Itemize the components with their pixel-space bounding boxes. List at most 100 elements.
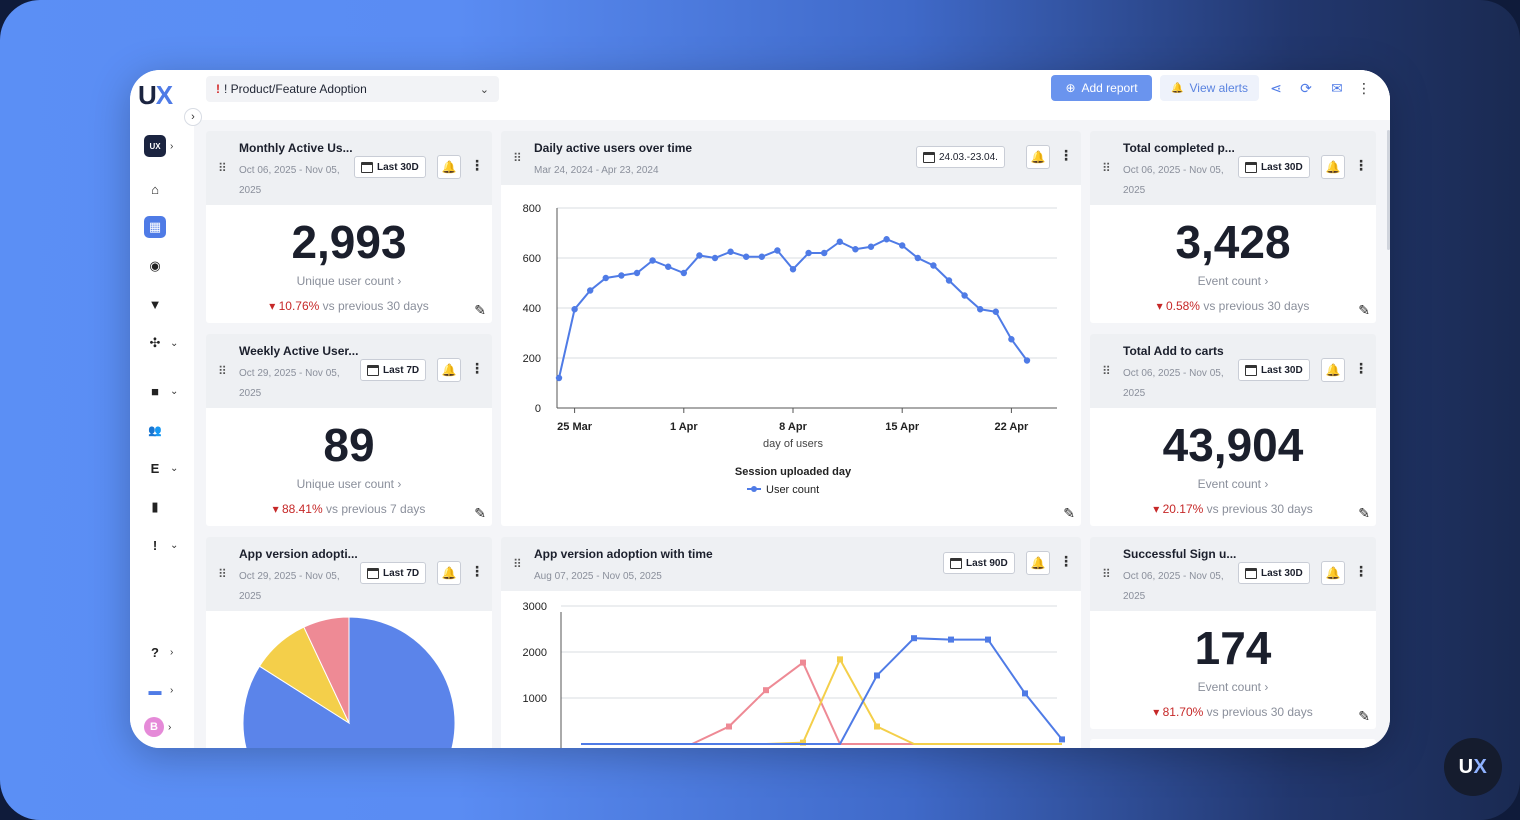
data-point <box>649 257 656 264</box>
sidebar-item-users[interactable]: 👥 <box>138 416 186 444</box>
drag-handle-icon[interactable]: ⠿ <box>218 364 227 378</box>
app-window: UX › UX › ⌂ ▦ ◉ ▼ ✣ ⌄ ■ <box>130 70 1390 748</box>
sidebar-item-events[interactable]: E ⌄ <box>138 454 186 482</box>
share-icon[interactable]: ⋖ <box>1270 79 1282 96</box>
sidebar-item-analytics[interactable]: ✣ ⌄ <box>138 329 186 357</box>
refresh-icon[interactable]: ⟳ <box>1300 79 1312 96</box>
metric-label[interactable]: Event count › <box>1197 680 1269 694</box>
card-menu-icon[interactable]: ⋮ <box>1354 360 1368 376</box>
sidebar-item-dashboards[interactable]: ▦ <box>138 213 186 241</box>
card-menu-icon[interactable]: ⋮ <box>470 563 484 579</box>
card-title: Daily active users over time <box>534 141 693 155</box>
drag-handle-icon[interactable]: ⠿ <box>218 161 227 175</box>
sidebar-item-funnels[interactable]: ▼ <box>138 290 186 318</box>
card-menu-icon[interactable]: ⋮ <box>1354 563 1368 579</box>
data-point <box>665 263 672 270</box>
more-options-icon[interactable]: ⋮ <box>1357 79 1371 96</box>
sidebar-item-workspace[interactable]: UX › <box>138 132 186 160</box>
date-range-button[interactable]: Last 30D <box>1238 156 1310 178</box>
metric-label[interactable]: Unique user count › <box>296 274 402 288</box>
sidebar-item-inbox[interactable]: ▬ › <box>138 676 186 704</box>
drag-handle-icon[interactable]: ⠿ <box>1102 364 1111 378</box>
date-range-button[interactable]: Last 7D <box>360 359 427 381</box>
add-alert-button[interactable]: 🔔 <box>1321 561 1345 585</box>
mail-icon[interactable]: ✉ <box>1331 79 1343 96</box>
dau-line-chart: 0 200 400 600 800 25 Mar 1 Apr 8 Apr 15 Apr 22 Ap… <box>523 203 1057 496</box>
sidebar-item-profile[interactable]: B › <box>138 713 186 741</box>
card-header: ⠿ Successful Sign u... Oct 06, 2025 - No… <box>1090 537 1376 611</box>
sidebar-item-home[interactable]: ⌂ <box>138 175 186 203</box>
legend-item-label: User count <box>766 484 819 496</box>
sidebar-item-sessions[interactable]: ◉ <box>138 252 186 280</box>
metric-label[interactable]: Event count › <box>1197 274 1269 288</box>
edit-icon[interactable]: ✎ <box>1358 302 1370 318</box>
data-point <box>618 272 625 279</box>
scrollbar[interactable] <box>1387 130 1390 250</box>
drag-handle-icon[interactable]: ⠿ <box>1102 567 1111 581</box>
chevron-right-icon: › <box>170 140 174 152</box>
add-alert-button[interactable]: 🔔 <box>1026 551 1050 575</box>
card-menu-icon[interactable]: ⋮ <box>470 360 484 376</box>
date-range-button[interactable]: Last 7D <box>360 562 427 584</box>
add-alert-button[interactable]: 🔔 <box>1321 358 1345 382</box>
drag-handle-icon[interactable]: ⠿ <box>1102 161 1111 175</box>
add-alert-button[interactable]: 🔔 <box>1321 155 1345 179</box>
date-range-button[interactable]: Last 30D <box>1238 359 1310 381</box>
sidebar-item-help[interactable]: ? › <box>138 638 186 666</box>
card-total-add-to-carts: ⠿ Total Add to carts Oct 06, 2025 - Nov … <box>1090 334 1376 526</box>
x-tick-label: 22 Apr <box>994 421 1029 433</box>
delta-text: vs previous 30 days <box>1206 502 1313 516</box>
down-arrow-icon: ▾ <box>1156 299 1166 313</box>
view-alerts-button[interactable]: 🔔 View alerts <box>1160 75 1259 101</box>
metric-label[interactable]: Event count › <box>1197 477 1269 491</box>
brand-badge-u: U <box>1458 755 1474 778</box>
delta-percent: 88.41% <box>281 502 323 516</box>
pie-slice-2 <box>303 616 350 724</box>
sidebar-item-recordings[interactable]: ■ ⌄ <box>138 377 186 405</box>
add-alert-button[interactable]: 🔔 <box>1026 145 1050 169</box>
bell-plus-icon: 🔔 <box>1030 556 1046 570</box>
video-icon: ■ <box>151 383 159 399</box>
data-point <box>977 306 984 313</box>
card-menu-icon[interactable]: ⋮ <box>1059 553 1073 569</box>
metric-label[interactable]: Unique user count › <box>296 477 402 491</box>
edit-icon[interactable]: ✎ <box>1063 505 1075 521</box>
date-range-button[interactable]: Last 30D <box>354 156 426 178</box>
edit-icon[interactable]: ✎ <box>474 302 486 318</box>
sidebar-item-mobile[interactable]: ▮ <box>138 493 186 521</box>
data-point <box>727 248 734 255</box>
card-menu-icon[interactable]: ⋮ <box>1354 157 1368 173</box>
date-range-label: Last 7D <box>383 364 420 376</box>
sidebar-collapse-button[interactable]: › <box>184 108 202 126</box>
delta-percent: 81.70% <box>1162 705 1204 719</box>
date-range-button[interactable]: 24.03.-23.04. <box>916 146 1005 168</box>
drag-handle-icon[interactable]: ⠿ <box>218 567 227 581</box>
funnel-icon: ▼ <box>148 296 162 312</box>
metric-delta: ▾ 20.17% vs previous 30 days <box>1090 502 1376 516</box>
date-range-button[interactable]: Last 90D <box>943 552 1015 574</box>
data-point <box>805 249 812 257</box>
card-monthly-active-users: ⠿ Monthly Active Us... Oct 06, 2025 - No… <box>206 131 492 323</box>
edit-icon[interactable]: ✎ <box>1358 505 1370 521</box>
add-alert-button[interactable]: 🔔 <box>437 155 461 179</box>
edit-icon[interactable]: ✎ <box>1358 708 1370 724</box>
drag-handle-icon[interactable]: ⠿ <box>513 557 522 571</box>
drag-handle-icon[interactable]: ⠿ <box>513 151 522 165</box>
dashboard-selector[interactable]: ! ! Product/Feature Adoption ⌄ <box>206 76 499 102</box>
data-point <box>800 659 806 666</box>
data-point <box>948 636 954 643</box>
card-menu-icon[interactable]: ⋮ <box>470 157 484 173</box>
chevron-right-icon: › <box>170 646 174 658</box>
sidebar-item-issues[interactable]: ! ⌄ <box>138 531 186 559</box>
data-point <box>899 242 906 249</box>
add-alert-button[interactable]: 🔔 <box>437 358 461 382</box>
add-report-button[interactable]: ⊕ Add report <box>1051 75 1152 101</box>
card-menu-icon[interactable]: ⋮ <box>1059 147 1073 163</box>
add-alert-button[interactable]: 🔔 <box>437 561 461 585</box>
date-range-button[interactable]: Last 30D <box>1238 562 1310 584</box>
card-date-range: Oct 29, 2025 - Nov 05, 2025 <box>239 368 340 399</box>
app-logo[interactable]: UX <box>138 80 173 111</box>
y-tick-label: 400 <box>523 303 541 315</box>
edit-icon[interactable]: ✎ <box>474 505 486 521</box>
